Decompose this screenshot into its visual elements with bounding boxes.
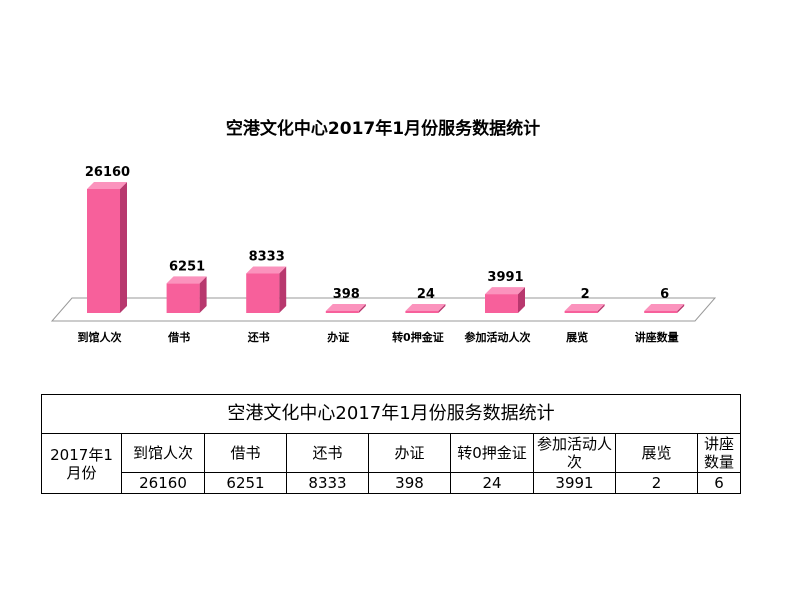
bar-side-0 (120, 182, 127, 313)
row-label-cell: 2017年1月份 (41, 433, 122, 494)
table-title: 空港文化中心2017年1月份服务数据统计 (40, 394, 742, 434)
data-label-2: 8333 (249, 250, 285, 265)
bar-0 (87, 182, 127, 313)
bar-top-0 (87, 182, 127, 189)
bar-front-6 (564, 311, 598, 313)
tick-label-3: 办证 (327, 330, 349, 344)
bar-top-4 (405, 304, 446, 311)
value-cell-return: 8333 (286, 472, 369, 494)
value-cell-lecture: 6 (696, 472, 742, 494)
bar-6 (564, 304, 605, 313)
bar-top-6 (564, 304, 605, 311)
bar-5 (485, 287, 525, 313)
bar-top-3 (325, 304, 366, 311)
bar-side-1 (199, 276, 207, 313)
data-table-container: 空港文化中心2017年1月份服务数据统计 2017年1月份 到馆人次 借书 还书… (40, 394, 742, 494)
bar-front-3 (325, 311, 359, 313)
bar-7 (644, 304, 685, 313)
category-axis: 到馆人次 借书 还书 办证 转0押金证 参加活动人次 展览 讲座数量 (78, 330, 679, 344)
bar-top-1 (166, 276, 207, 284)
bar-1 (166, 276, 207, 313)
header-cell-deposit-free-card: 转0押金证 (450, 433, 534, 473)
value-cell-card: 398 (368, 472, 451, 494)
bar-front-0 (87, 189, 120, 313)
tick-label-5: 参加活动人次 (465, 330, 531, 344)
bar-side-5 (518, 287, 525, 313)
bar-3 (325, 304, 366, 313)
bar-front-5 (485, 294, 518, 313)
bar-side-3 (358, 304, 366, 313)
bar-side-2 (279, 266, 287, 313)
header-cell-return: 还书 (286, 433, 369, 473)
tick-label-7: 讲座数量 (635, 330, 679, 344)
tick-label-0: 到馆人次 (78, 330, 122, 344)
bar-top-2 (246, 266, 287, 274)
header-cell-activity: 参加活动人次 (533, 433, 616, 473)
tick-label-6: 展览 (565, 330, 588, 344)
data-label-3: 398 (333, 287, 360, 302)
bar-front-2 (246, 273, 280, 313)
data-label-4: 24 (417, 287, 435, 302)
bar-front-7 (644, 311, 678, 313)
chart-title: 空港文化中心2017年1月份服务数据统计 (226, 118, 540, 139)
bar-side-7 (677, 304, 685, 313)
bar-front-4 (405, 311, 439, 313)
bar-top-7 (644, 304, 685, 311)
value-cell-deposit-free-card: 24 (450, 472, 534, 494)
data-label-0: 26160 (85, 165, 130, 180)
tick-label-2: 还书 (247, 330, 270, 344)
header-cell-lecture: 讲座数量 (696, 433, 742, 473)
bar-4 (405, 304, 446, 313)
bar-side-6 (597, 304, 605, 313)
bar-2 (246, 266, 287, 313)
data-label-1: 6251 (169, 259, 205, 274)
data-label-6: 2 (581, 287, 590, 302)
data-label-7: 6 (660, 287, 669, 302)
header-cell-exhibition: 展览 (615, 433, 698, 473)
chart-floor (50, 297, 717, 322)
value-cell-visits: 26160 (121, 472, 205, 494)
header-cell-borrow: 借书 (204, 433, 287, 473)
bar-chart: 空港文化中心2017年1月份服务数据统计 26160 6251 8333 398 24 3… (50, 118, 717, 344)
bar-group: 26160 6251 8333 398 24 3991 2 6 (85, 165, 685, 313)
tick-label-1: 借书 (167, 330, 190, 344)
bar-side-4 (438, 304, 446, 313)
bar-front-1 (166, 283, 200, 313)
tick-label-4: 转0押金证 (392, 330, 444, 344)
value-cell-borrow: 6251 (204, 472, 287, 494)
value-cell-activity: 3991 (533, 472, 616, 494)
header-cell-card: 办证 (368, 433, 451, 473)
value-cell-exhibition: 2 (615, 472, 698, 494)
data-table: 空港文化中心2017年1月份服务数据统计 2017年1月份 到馆人次 借书 还书… (40, 394, 742, 494)
bar-top-5 (485, 287, 525, 295)
data-label-5: 3991 (487, 270, 523, 285)
header-cell-visits: 到馆人次 (121, 433, 205, 473)
